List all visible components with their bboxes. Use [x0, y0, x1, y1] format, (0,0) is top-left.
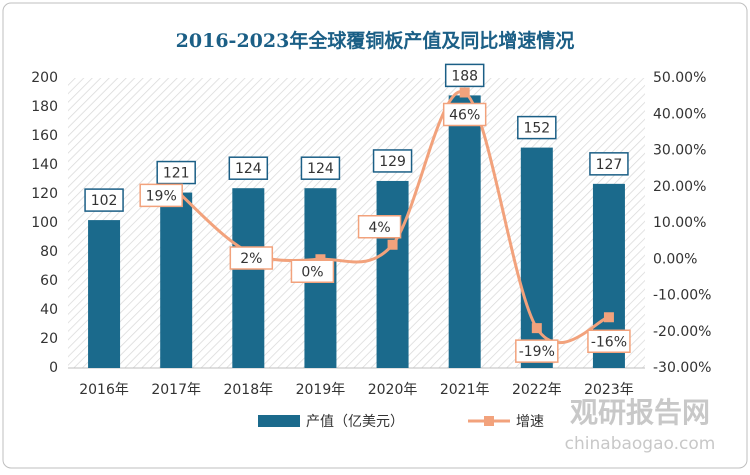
- y-tick-label: 200: [31, 70, 58, 86]
- line-label-box: [139, 183, 183, 208]
- x-tick-label: 2017年: [151, 382, 201, 398]
- y2-tick-label: 20.00%: [653, 179, 706, 195]
- y-tick-label: 60: [40, 273, 58, 289]
- line-label: 4%: [368, 220, 390, 236]
- line-label-box: [357, 215, 402, 239]
- x-tick-label: 2018年: [223, 382, 273, 398]
- line-label: 19%: [146, 188, 177, 204]
- x-tick-label: 2020年: [368, 382, 418, 398]
- y2-tick-label: -20.00%: [653, 324, 711, 340]
- line-marker: [531, 323, 542, 334]
- value-label-box: [228, 156, 269, 180]
- line-marker: [459, 87, 470, 98]
- value-label: 121: [163, 166, 190, 182]
- bar: [520, 147, 553, 368]
- line-marker: [315, 254, 326, 265]
- y2-tick-label: 30.00%: [653, 143, 706, 159]
- value-label: 102: [91, 193, 118, 209]
- chart-title: 2016-2023年全球覆铜板产值及同比增速情况: [176, 29, 575, 52]
- y-tick-label: 0: [49, 360, 58, 376]
- legend: 产值（亿美元） 增速: [258, 414, 544, 430]
- x-tick-label: 2021年: [440, 382, 490, 398]
- y-tick-label: 80: [40, 244, 58, 260]
- y2-tick-label: -30.00%: [653, 360, 711, 376]
- value-label-box: [372, 149, 413, 173]
- watermark: 观研报告网: [570, 396, 710, 429]
- y-tick-label: 40: [40, 302, 58, 318]
- bar: [448, 95, 481, 369]
- line-label-box: [515, 339, 559, 363]
- line-label: -16%: [591, 334, 627, 350]
- line-marker: [387, 239, 398, 250]
- line-label-box: [290, 259, 335, 283]
- line-marker: [603, 312, 614, 323]
- y-tick-label: 140: [31, 157, 58, 173]
- y2-tick-label: 40.00%: [653, 106, 706, 122]
- bar: [376, 180, 409, 368]
- y-tick-label: 100: [31, 215, 58, 231]
- value-label-box: [589, 152, 629, 176]
- y-tick-label: 20: [40, 331, 58, 347]
- bar: [160, 192, 193, 368]
- legend-swatch: [258, 415, 300, 427]
- value-label: 129: [379, 154, 406, 170]
- legend-marker: [484, 416, 494, 426]
- x-tick-label: 2023年: [584, 382, 634, 398]
- x-tick-label: 2019年: [296, 382, 346, 398]
- y2-tick-label: 10.00%: [653, 215, 706, 231]
- line-label: 46%: [449, 108, 480, 124]
- bar: [88, 220, 121, 368]
- y2-tick-label: 0.00%: [653, 251, 697, 267]
- line-label: -19%: [519, 344, 555, 360]
- y2-tick-label: -10.00%: [653, 288, 711, 304]
- value-label-box: [84, 188, 124, 212]
- y-tick-label: 180: [31, 99, 58, 115]
- value-label-box: [300, 156, 341, 180]
- line-label-box: [587, 329, 631, 353]
- plot-area: [68, 78, 645, 368]
- value-label-box: [156, 160, 196, 185]
- legend-label: 产值（亿美元）: [306, 414, 404, 430]
- value-label: 127: [596, 157, 623, 173]
- line-label-box: [229, 246, 274, 270]
- line-label: 0%: [301, 264, 323, 280]
- watermark-url: chinabaogao.com: [565, 434, 716, 454]
- y-tick-label: 160: [31, 128, 58, 144]
- value-label: 152: [523, 121, 550, 137]
- value-label: 124: [307, 161, 334, 177]
- value-label: 188: [451, 68, 478, 84]
- line-label-box: [442, 102, 487, 127]
- bar: [232, 188, 265, 368]
- value-label-box: [444, 63, 485, 88]
- legend-label: 增速: [516, 414, 544, 430]
- line-label: 2%: [240, 251, 262, 267]
- x-tick-label: 2022年: [512, 382, 562, 398]
- y-tick-label: 120: [31, 186, 58, 202]
- value-label-box: [517, 115, 557, 140]
- x-tick-label: 2016年: [79, 382, 129, 398]
- value-label: 124: [235, 161, 262, 177]
- y2-tick-label: 50.00%: [653, 70, 706, 86]
